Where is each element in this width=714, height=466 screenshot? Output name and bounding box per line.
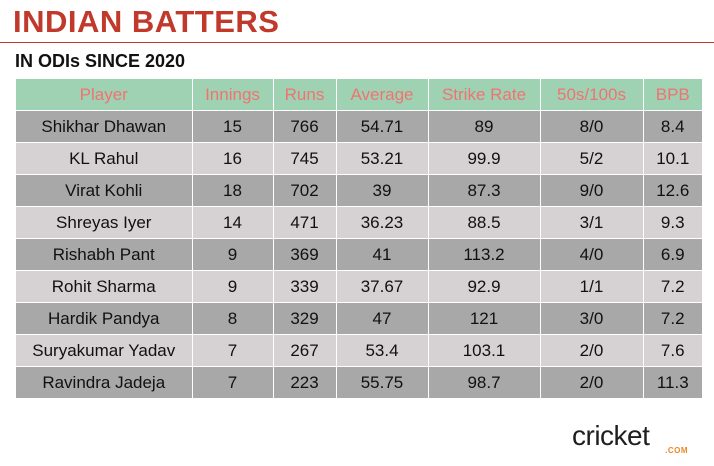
- cell-bpb: 8.4: [642, 110, 702, 143]
- cell-innings: 9: [191, 270, 273, 303]
- cell-player: Hardik Pandya: [16, 302, 192, 335]
- cell-innings: 14: [191, 206, 273, 239]
- cell-strike-rate: 121: [427, 302, 540, 335]
- cell-fifties-hundreds: 5/2: [539, 142, 643, 175]
- cell-average: 55.75: [335, 366, 428, 398]
- cell-strike-rate: 87.3: [427, 174, 540, 207]
- cell-average: 41: [335, 238, 428, 271]
- cell-player: KL Rahul: [16, 142, 192, 175]
- column-header-innings: Innings: [191, 79, 273, 111]
- column-header-strike-rate: Strike Rate: [427, 79, 540, 111]
- cell-player: Suryakumar Yadav: [16, 334, 192, 367]
- cell-strike-rate: 99.9: [427, 142, 540, 175]
- cell-bpb: 10.1: [642, 142, 702, 175]
- table-row: Virat Kohli 18 702 39 87.3 9/0 12.6: [16, 174, 702, 207]
- column-header-runs: Runs: [272, 79, 336, 111]
- page-title: INDIAN BATTERS: [13, 4, 280, 39]
- cell-strike-rate: 92.9: [427, 270, 540, 303]
- cell-average: 37.67: [335, 270, 428, 303]
- cell-bpb: 11.3: [642, 366, 702, 398]
- cell-runs: 766: [272, 110, 336, 143]
- cell-bpb: 7.2: [642, 302, 702, 335]
- table-row: Rohit Sharma 9 339 37.67 92.9 1/1 7.2: [16, 270, 702, 303]
- cell-bpb: 6.9: [642, 238, 702, 271]
- title-divider: [0, 42, 714, 43]
- page-subtitle: IN ODIs SINCE 2020: [15, 51, 186, 71]
- cell-player: Virat Kohli: [16, 174, 192, 207]
- logo-domain: .COM: [665, 446, 688, 455]
- cell-fifties-hundreds: 1/1: [539, 270, 643, 303]
- cell-strike-rate: 113.2: [427, 238, 540, 271]
- table-row: Hardik Pandya 8 329 47 121 3/0 7.2: [16, 302, 702, 335]
- cell-bpb: 7.6: [642, 334, 702, 367]
- column-header-fifties-hundreds: 50s/100s: [539, 79, 643, 111]
- table-header-row: Player Innings Runs Average Strike Rate 50s/1…: [16, 79, 702, 111]
- cell-fifties-hundreds: 3/1: [539, 206, 643, 239]
- cell-runs: 329: [272, 302, 336, 335]
- cell-runs: 702: [272, 174, 336, 207]
- table-row: Suryakumar Yadav 7 267 53.4 103.1 2/0 7.6: [16, 334, 702, 367]
- cell-bpb: 12.6: [642, 174, 702, 207]
- column-header-player: Player: [16, 79, 192, 111]
- cell-bpb: 9.3: [642, 206, 702, 239]
- cell-runs: 339: [272, 270, 336, 303]
- table-row: Shikhar Dhawan 15 766 54.71 89 8/0 8.4: [16, 110, 702, 143]
- cell-fifties-hundreds: 9/0: [539, 174, 643, 207]
- column-header-average: Average: [335, 79, 428, 111]
- cricket-com-logo: cricket .COM: [572, 420, 688, 455]
- logo-wordmark: cricket: [572, 420, 650, 451]
- cell-player: Shreyas Iyer: [16, 206, 192, 239]
- table-row: Ravindra Jadeja 7 223 55.75 98.7 2/0 11.3: [16, 366, 702, 398]
- cell-runs: 223: [272, 366, 336, 398]
- cell-fifties-hundreds: 2/0: [539, 366, 643, 398]
- cell-fifties-hundreds: 8/0: [539, 110, 643, 143]
- cell-average: 53.4: [335, 334, 428, 367]
- cell-bpb: 7.2: [642, 270, 702, 303]
- cell-average: 47: [335, 302, 428, 335]
- table-row: KL Rahul 16 745 53.21 99.9 5/2 10.1: [16, 142, 702, 175]
- cell-strike-rate: 88.5: [427, 206, 540, 239]
- cell-average: 53.21: [335, 142, 428, 175]
- cell-player: Rishabh Pant: [16, 238, 192, 271]
- table-row: Shreyas Iyer 14 471 36.23 88.5 3/1 9.3: [16, 206, 702, 239]
- table-row: Rishabh Pant 9 369 41 113.2 4/0 6.9: [16, 238, 702, 271]
- cell-strike-rate: 89: [427, 110, 540, 143]
- cell-average: 54.71: [335, 110, 428, 143]
- cell-runs: 267: [272, 334, 336, 367]
- cell-strike-rate: 103.1: [427, 334, 540, 367]
- cell-innings: 16: [191, 142, 273, 175]
- cell-runs: 745: [272, 142, 336, 175]
- cell-player: Rohit Sharma: [16, 270, 192, 303]
- column-header-bpb: BPB: [642, 79, 702, 111]
- cell-innings: 8: [191, 302, 273, 335]
- cell-runs: 471: [272, 206, 336, 239]
- cell-innings: 9: [191, 238, 273, 271]
- cell-innings: 7: [191, 334, 273, 367]
- cell-player: Shikhar Dhawan: [16, 110, 192, 143]
- cell-runs: 369: [272, 238, 336, 271]
- cell-average: 36.23: [335, 206, 428, 239]
- cell-innings: 7: [191, 366, 273, 398]
- table-body: Shikhar Dhawan 15 766 54.71 89 8/0 8.4 KL Rahul…: [16, 110, 702, 398]
- batters-table: Player Innings Runs Average Strike Rate 50s/1…: [16, 79, 702, 398]
- cell-fifties-hundreds: 2/0: [539, 334, 643, 367]
- cell-player: Ravindra Jadeja: [16, 366, 192, 398]
- cell-strike-rate: 98.7: [427, 366, 540, 398]
- cell-innings: 15: [191, 110, 273, 143]
- cell-fifties-hundreds: 3/0: [539, 302, 643, 335]
- cell-average: 39: [335, 174, 428, 207]
- cell-fifties-hundreds: 4/0: [539, 238, 643, 271]
- cell-innings: 18: [191, 174, 273, 207]
